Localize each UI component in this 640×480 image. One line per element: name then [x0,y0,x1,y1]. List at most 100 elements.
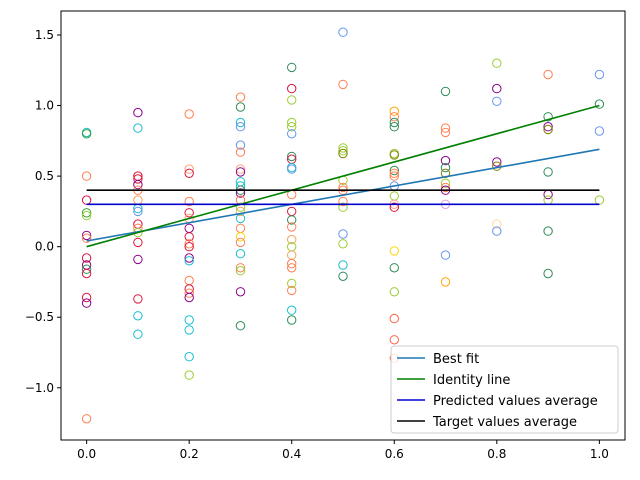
scatter-point [184,109,194,119]
scatter-point [338,271,348,281]
scatter-point [184,232,194,242]
scatter-point [389,246,399,256]
scatter-point [287,263,297,273]
x-tick-label: 0.0 [77,447,96,461]
scatter-point [287,122,297,132]
scatter-point [235,188,246,198]
scatter-point [389,165,399,176]
scatter-point [81,210,92,221]
scatter-point [133,107,143,118]
scatter-point [543,122,553,132]
scatter-point [81,129,92,139]
scatter-point [235,263,246,273]
scatter-point [338,27,348,37]
scatter-point [338,143,348,153]
legend-label: Target values average [432,415,577,430]
scatter-point [543,69,553,80]
scatter-point [492,58,502,68]
scatter-points [81,27,605,424]
scatter-point [287,305,297,315]
scatter-point [338,229,348,239]
scatter-point [287,62,297,73]
x-tick-label: 0.8 [487,447,506,461]
scatter-point [440,127,451,138]
scatter-point [338,182,348,193]
scatter-point [184,315,194,325]
scatter-point [440,155,451,166]
x-tick-label: 0.4 [282,447,301,461]
legend-label: Predicted values average [433,394,598,409]
scatter-point [184,325,194,335]
scatter-point [235,147,246,157]
scatter-point [81,230,92,241]
scatter-point [492,219,502,229]
scatter-point [287,95,297,105]
scatter-point [235,117,246,128]
scatter-point [492,157,502,167]
scatter-point [184,370,194,380]
scatter-point [235,140,246,150]
legend-box [390,345,619,434]
x-tick-label: 1.0 [590,447,609,461]
scatter-point [184,352,194,362]
scatter-point [184,239,194,249]
scatter-point [133,179,143,190]
scatter-point [287,222,297,232]
scatter-point [389,335,399,345]
scatter-point [594,99,605,109]
scatter-point [235,237,246,248]
scatter-point [287,278,297,289]
scatter-point [338,79,348,90]
scatter-point [440,162,451,173]
scatter-point [338,196,348,207]
scatter-point [184,208,194,218]
scatter-point [287,258,297,269]
scatter-point [81,268,92,279]
scatter-point [287,285,297,296]
scatter-point [543,226,553,236]
plot-area-frame [60,10,626,441]
x-axis-ticks: 0.0 0.2 0.4 0.6 0.8 1.0 [77,440,609,461]
scatter-point [184,292,194,303]
scatter-point [440,182,451,193]
scatter-point [389,202,399,212]
scatter-point [235,206,246,217]
scatter-point [133,123,143,133]
scatter-point [287,83,297,94]
scatter-point [492,83,502,94]
scatter-point [235,287,246,297]
y-tick-label: 0.0 [35,240,54,254]
scatter-point [235,122,246,132]
scatter-point [440,123,451,133]
scatter-point [389,171,399,181]
scatter-point [287,215,297,225]
scatter-point [81,298,92,308]
scatter-point [338,239,348,249]
scatter-point [287,129,297,139]
scatter-point [338,146,348,156]
scatter-point [184,168,194,179]
legend-label: Identity line [433,373,510,388]
scatter-point [440,86,451,97]
scatter-point [235,102,246,112]
scatter-point [81,414,92,424]
x-tick-label: 0.2 [180,447,199,461]
scatter-point [287,117,297,128]
x-tick-label: 0.6 [385,447,404,461]
y-tick-label: −1.0 [25,381,54,395]
scatter-point [543,268,553,279]
series-lines [86,104,600,248]
scatter-point [594,69,605,80]
scatter-point [133,329,143,339]
scatter-point [235,266,246,276]
scatter-point [235,167,246,177]
scatter-point [133,294,143,304]
scatter-point [287,315,297,325]
scatter-point [338,202,348,212]
scatter-point [235,92,246,102]
scatter-point [287,151,297,162]
scatter-point [81,292,92,303]
scatter-point [338,260,348,270]
y-tick-label: −0.5 [25,310,54,324]
scatter-point [81,233,92,243]
